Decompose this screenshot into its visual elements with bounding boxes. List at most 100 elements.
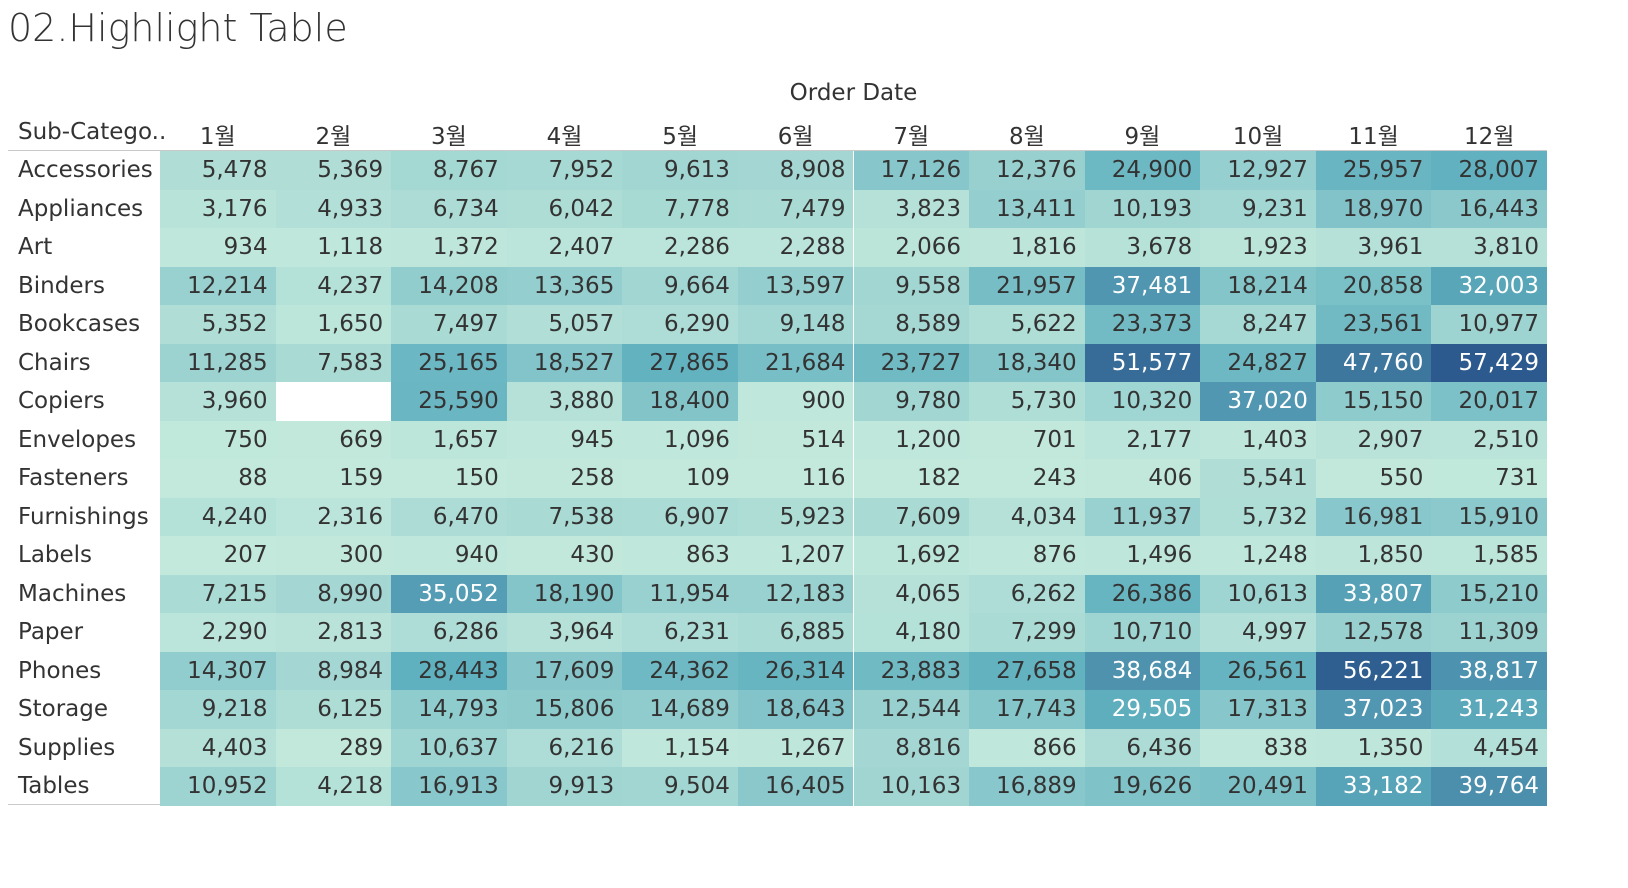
heatmap-cell[interactable]: 6,262 [969,574,1085,613]
heatmap-cell[interactable]: 866 [969,728,1085,767]
heatmap-cell[interactable]: 863 [622,536,738,575]
heatmap-cell[interactable]: 838 [1200,728,1316,767]
heatmap-cell[interactable]: 3,823 [853,189,970,228]
heatmap-cell[interactable]: 5,057 [506,305,623,344]
heatmap-cell[interactable]: 1,207 [737,536,854,575]
heatmap-cell[interactable]: 9,231 [1200,189,1316,228]
heatmap-cell[interactable]: 21,684 [737,343,854,382]
heatmap-cell[interactable]: 10,320 [1084,382,1201,421]
heatmap-cell[interactable]: 3,880 [506,382,623,421]
heatmap-cell[interactable]: 514 [737,420,854,459]
heatmap-cell[interactable]: 11,309 [1431,613,1547,652]
heatmap-cell[interactable]: 39,764 [1431,767,1547,806]
heatmap-cell[interactable]: 5,622 [969,305,1085,344]
heatmap-cell[interactable]: 10,977 [1431,305,1547,344]
heatmap-cell[interactable]: 35,052 [391,574,507,613]
heatmap-cell[interactable]: 7,497 [391,305,507,344]
heatmap-cell[interactable]: 12,578 [1315,613,1432,652]
heatmap-cell[interactable]: 5,352 [160,305,276,344]
heatmap-cell[interactable]: 11,954 [622,574,738,613]
heatmap-cell[interactable]: 6,290 [622,305,738,344]
heatmap-cell[interactable]: 430 [506,536,623,575]
heatmap-cell[interactable]: 16,405 [737,767,854,806]
heatmap-cell[interactable]: 17,313 [1200,690,1316,729]
heatmap-cell[interactable]: 289 [275,728,392,767]
heatmap-cell[interactable]: 1,096 [622,420,738,459]
heatmap-cell[interactable]: 9,558 [853,266,970,305]
heatmap-cell[interactable]: 4,933 [275,189,392,228]
heatmap-cell[interactable]: 5,730 [969,382,1085,421]
heatmap-cell[interactable]: 26,314 [737,651,854,690]
heatmap-cell[interactable]: 300 [275,536,392,575]
heatmap-cell[interactable]: 1,850 [1315,536,1432,575]
heatmap-cell[interactable]: 14,793 [391,690,507,729]
heatmap-cell[interactable]: 109 [622,459,738,498]
heatmap-cell[interactable]: 1,118 [275,228,392,267]
heatmap-cell[interactable]: 6,734 [391,189,507,228]
heatmap-cell[interactable]: 9,148 [737,305,854,344]
heatmap-cell[interactable]: 406 [1084,459,1201,498]
heatmap-cell[interactable]: 20,017 [1431,382,1547,421]
heatmap-cell[interactable]: 8,816 [853,728,970,767]
heatmap-cell[interactable]: 6,125 [275,690,392,729]
heatmap-cell[interactable]: 4,218 [275,767,392,806]
heatmap-cell[interactable]: 1,248 [1200,536,1316,575]
heatmap-cell[interactable]: 4,065 [853,574,970,613]
heatmap-cell[interactable]: 8,990 [275,574,392,613]
heatmap-cell[interactable]: 2,066 [853,228,970,267]
heatmap-cell[interactable]: 12,214 [160,266,276,305]
heatmap-cell[interactable]: 16,443 [1431,189,1547,228]
heatmap-cell[interactable]: 33,182 [1315,767,1432,806]
row-header-title[interactable]: Sub-Catego.. [18,119,167,145]
heatmap-cell[interactable]: 669 [275,420,392,459]
heatmap-cell[interactable]: 750 [160,420,276,459]
heatmap-cell[interactable]: 2,177 [1084,420,1201,459]
heatmap-cell[interactable]: 1,816 [969,228,1085,267]
heatmap-cell[interactable]: 4,997 [1200,613,1316,652]
heatmap-cell[interactable]: 17,126 [853,151,970,190]
heatmap-cell[interactable]: 3,961 [1315,228,1432,267]
heatmap-cell[interactable]: 20,491 [1200,767,1316,806]
heatmap-cell[interactable]: 32,003 [1431,266,1547,305]
heatmap-cell[interactable]: 37,020 [1200,382,1316,421]
heatmap-cell[interactable]: 51,577 [1084,343,1201,382]
heatmap-cell[interactable]: 7,952 [506,151,623,190]
heatmap-cell[interactable]: 3,960 [160,382,276,421]
heatmap-cell[interactable]: 2,288 [737,228,854,267]
heatmap-cell[interactable]: 14,689 [622,690,738,729]
heatmap-cell[interactable]: 9,664 [622,266,738,305]
heatmap-cell[interactable]: 16,913 [391,767,507,806]
heatmap-cell[interactable]: 1,692 [853,536,970,575]
heatmap-cell[interactable]: 18,214 [1200,266,1316,305]
heatmap-cell[interactable]: 25,590 [391,382,507,421]
heatmap-cell[interactable]: 3,176 [160,189,276,228]
heatmap-cell[interactable]: 2,407 [506,228,623,267]
heatmap-cell[interactable]: 934 [160,228,276,267]
heatmap-cell[interactable]: 18,970 [1315,189,1432,228]
heatmap-cell[interactable]: 18,527 [506,343,623,382]
heatmap-cell[interactable]: 6,286 [391,613,507,652]
heatmap-cell[interactable]: 6,231 [622,613,738,652]
heatmap-cell[interactable]: 5,923 [737,497,854,536]
heatmap-cell[interactable]: 21,957 [969,266,1085,305]
heatmap-cell[interactable]: 1,585 [1431,536,1547,575]
heatmap-cell[interactable]: 207 [160,536,276,575]
heatmap-cell[interactable]: 14,208 [391,266,507,305]
heatmap-cell[interactable]: 18,643 [737,690,854,729]
heatmap-cell[interactable]: 3,964 [506,613,623,652]
heatmap-cell[interactable]: 16,981 [1315,497,1432,536]
heatmap-cell[interactable]: 9,613 [622,151,738,190]
heatmap-cell[interactable]: 258 [506,459,623,498]
heatmap-cell[interactable]: 37,481 [1084,266,1201,305]
heatmap-cell[interactable]: 11,937 [1084,497,1201,536]
heatmap-cell[interactable]: 10,637 [391,728,507,767]
heatmap-cell[interactable]: 15,806 [506,690,623,729]
heatmap-cell[interactable]: 17,609 [506,651,623,690]
heatmap-cell[interactable]: 7,778 [622,189,738,228]
heatmap-cell[interactable]: 3,678 [1084,228,1201,267]
heatmap-cell[interactable]: 12,544 [853,690,970,729]
heatmap-cell[interactable]: 29,505 [1084,690,1201,729]
heatmap-cell[interactable]: 4,240 [160,497,276,536]
heatmap-cell[interactable]: 7,215 [160,574,276,613]
heatmap-cell[interactable]: 8,247 [1200,305,1316,344]
